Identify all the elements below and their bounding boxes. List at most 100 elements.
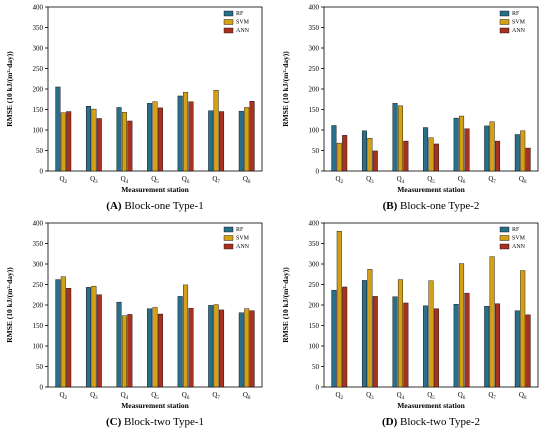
- bar-ann: [96, 118, 102, 172]
- bar-rf: [85, 287, 91, 388]
- bar-ann: [219, 309, 225, 388]
- bar-rf: [453, 117, 459, 172]
- y-tick-label: 150: [309, 322, 320, 330]
- legend-label-ann: ANN: [512, 28, 526, 34]
- y-tick-label: 200: [33, 86, 44, 94]
- legend-swatch-ann: [499, 27, 510, 34]
- bar-svm: [213, 90, 219, 172]
- y-tick-label: 0: [40, 384, 44, 392]
- legend-label-ann: ANN: [236, 28, 250, 34]
- x-tick-label: Q5: [151, 391, 159, 401]
- y-tick-label: 100: [33, 343, 44, 351]
- bar-rf: [361, 280, 367, 388]
- bar-rf: [484, 125, 490, 172]
- x-axis-title: Measurement station: [121, 185, 189, 194]
- y-tick-label: 250: [33, 281, 44, 289]
- bar-ann: [403, 140, 409, 172]
- chart-panel-4: 0 50 100 150 200 250 300 350 400 Q2 Q3 Q4 Q5 Q6 Q7 Q8 Me…: [281, 220, 539, 428]
- legend-swatch-svm: [499, 19, 510, 25]
- y-tick-label: 350: [309, 24, 320, 32]
- panel-caption: (D) Block-two Type-2: [382, 416, 480, 428]
- x-tick-label: Q7: [488, 391, 496, 401]
- bar-rf: [147, 103, 153, 172]
- bar-rf: [208, 110, 214, 172]
- y-tick-label: 250: [309, 65, 320, 73]
- x-tick-label: Q8: [519, 175, 527, 185]
- bar-ann: [188, 308, 194, 388]
- bar-svm: [183, 92, 189, 172]
- y-tick-label: 300: [309, 261, 320, 269]
- bar-ann: [495, 140, 501, 172]
- y-tick-label: 250: [33, 65, 44, 73]
- x-tick-label: Q4: [121, 175, 129, 185]
- bar-ann: [127, 120, 133, 172]
- legend-label-rf: RF: [236, 11, 244, 17]
- y-tick-label: 400: [309, 4, 320, 12]
- bar-svm: [489, 256, 495, 388]
- legend-swatch-rf: [223, 226, 234, 233]
- bar-svm: [367, 137, 373, 172]
- x-tick-label: Q8: [243, 175, 251, 185]
- bar-rf: [177, 95, 183, 172]
- bar-svm: [183, 284, 189, 388]
- bar-rf: [453, 303, 459, 388]
- chart-panel-3: 0 50 100 150 200 250 300 350 400 Q2 Q3 Q4 Q5 Q6 Q7 Q8 Me…: [5, 220, 263, 428]
- x-tick-label: Q6: [182, 391, 190, 401]
- bar-ann: [66, 287, 72, 388]
- y-axis-title: RMSE (10 kJ/(m²·day)): [281, 51, 290, 127]
- bar-rf: [423, 305, 429, 388]
- y-tick-label: 300: [33, 45, 44, 53]
- bar-svm: [367, 269, 373, 388]
- bar-ann: [525, 314, 531, 388]
- bar-rf: [392, 296, 398, 388]
- x-tick-label: Q5: [427, 391, 435, 401]
- bar-ann: [433, 143, 439, 172]
- x-tick-label: Q5: [427, 175, 435, 185]
- bar-svm: [91, 285, 97, 388]
- x-tick-label: Q2: [60, 175, 68, 185]
- legend-label-ann: ANN: [512, 244, 526, 250]
- x-tick-label: Q3: [90, 391, 98, 401]
- x-tick-label: Q6: [182, 175, 190, 185]
- y-tick-label: 50: [312, 363, 320, 371]
- x-tick-label: Q8: [519, 391, 527, 401]
- bar-ann: [66, 111, 72, 172]
- y-tick-label: 0: [40, 168, 44, 176]
- y-tick-label: 0: [316, 168, 320, 176]
- y-tick-label: 50: [312, 147, 320, 155]
- bar-rf: [392, 103, 398, 172]
- legend-label-rf: RF: [512, 11, 520, 17]
- y-tick-label: 150: [309, 106, 320, 114]
- bar-rf: [423, 127, 429, 172]
- legend-swatch-rf: [499, 226, 510, 233]
- x-tick-label: Q2: [60, 391, 68, 401]
- bar-ann: [372, 296, 378, 388]
- legend-swatch-rf: [223, 10, 234, 17]
- bar-rf: [331, 125, 337, 172]
- legend-label-rf: RF: [512, 227, 520, 233]
- legend-swatch-ann: [223, 243, 234, 250]
- x-tick-label: Q3: [90, 175, 98, 185]
- bar-svm: [244, 107, 250, 172]
- bar-rf: [116, 107, 122, 172]
- chart-panel-2: 0 50 100 150 200 250 300 350 400 Q2 Q3 Q4 Q5 Q6 Q7 Q8 Me…: [281, 4, 539, 212]
- y-tick-label: 350: [309, 240, 320, 248]
- bar-ann: [342, 286, 348, 388]
- bar-svm: [336, 142, 342, 172]
- bar-ann: [464, 128, 470, 172]
- bar-svm: [428, 137, 434, 172]
- legend-swatch-ann: [223, 27, 234, 34]
- bar-rf: [85, 106, 91, 172]
- bar-svm: [520, 270, 526, 388]
- x-tick-label: Q6: [458, 391, 466, 401]
- bar-rf: [147, 308, 153, 388]
- bar-svm: [397, 279, 403, 388]
- bar-rf: [55, 86, 61, 172]
- panel-caption: (C) Block-two Type-1: [106, 416, 204, 428]
- bar-ann: [249, 101, 255, 172]
- x-tick-label: Q6: [458, 175, 466, 185]
- bar-svm: [459, 263, 465, 388]
- bar-svm: [428, 280, 434, 388]
- y-tick-label: 100: [309, 127, 320, 135]
- bar-ann: [157, 107, 163, 172]
